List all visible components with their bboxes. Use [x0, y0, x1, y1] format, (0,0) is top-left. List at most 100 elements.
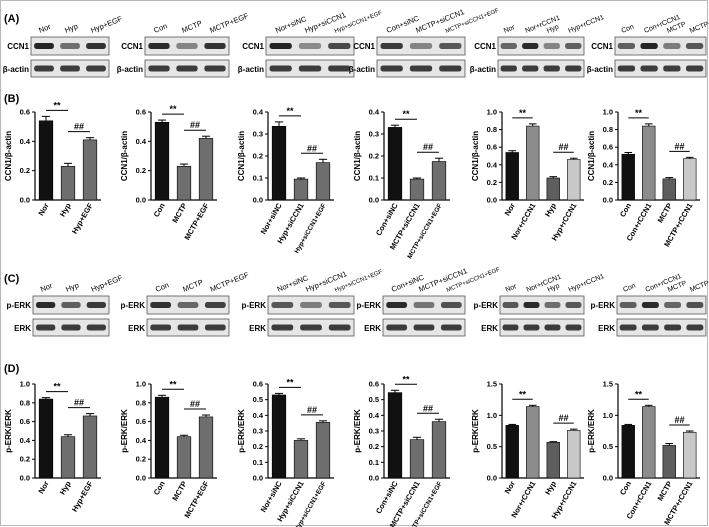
y-axis-label: p-ERK/ERK: [4, 409, 13, 453]
y-tick-label: 0.4: [603, 160, 614, 169]
significance-mark: **: [169, 104, 177, 114]
blot-target-label: CCN1: [591, 42, 613, 51]
bar-chart-b-5: 0.00.20.40.60.81.0CCN1/β-actinNorNor+rCC…: [471, 108, 584, 242]
blot-target-label: p-ERK: [242, 301, 267, 310]
y-tick-label: 0.2: [253, 442, 263, 451]
blot-band: [413, 302, 435, 308]
y-tick-label: 0.0: [487, 474, 497, 483]
y-tick-label: 0.8: [487, 125, 497, 134]
y-tick-label: 0.0: [253, 196, 263, 205]
lane-label: Nor: [505, 283, 519, 294]
blot-band-loading: [204, 324, 226, 331]
blot-band-loading: [34, 65, 54, 72]
blot-loading-label: β-actin: [238, 65, 264, 74]
x-tick-label: Hyp: [543, 201, 558, 218]
bar: [546, 441, 560, 479]
blot-target-label: p-ERK: [121, 301, 146, 310]
blot-band-loading: [500, 65, 517, 72]
x-tick-label: Hyp: [543, 479, 558, 496]
significance-mark: ##: [674, 415, 684, 425]
blot-band-loading: [641, 324, 659, 331]
bar: [154, 396, 170, 479]
blot-band: [409, 43, 433, 49]
blot-strip-target: [376, 36, 466, 56]
significance-mark: ##: [423, 142, 433, 152]
blot-band-loading: [177, 324, 199, 331]
blot-strip-target: [265, 36, 355, 56]
blot-band: [328, 302, 351, 308]
y-tick-label: 1.0: [603, 108, 613, 117]
bar: [567, 430, 581, 479]
bar: [271, 394, 287, 479]
y-tick-label: 0.0: [20, 196, 30, 205]
lane-label: Nor: [503, 24, 517, 35]
blot-band-loading: [523, 324, 540, 331]
bar: [315, 422, 331, 479]
blot-band-loading: [413, 324, 435, 331]
lane-label: Con: [621, 24, 636, 35]
y-tick-label: 0.6: [20, 108, 30, 117]
significance-mark: **: [519, 389, 527, 399]
blot-band-loading: [300, 324, 322, 331]
y-tick-label: 0.0: [253, 474, 263, 483]
blot-band: [176, 43, 198, 49]
y-axis-label: CCN1/β-actin: [353, 131, 362, 181]
blot-loading-label: ERK: [364, 324, 381, 333]
blot-band-loading: [86, 65, 106, 72]
y-tick-label: 0.4: [136, 137, 147, 146]
blot-band: [664, 302, 682, 308]
blot-band-loading: [386, 324, 408, 331]
panel-letter-d: (D): [4, 363, 20, 375]
blot-band-loading: [617, 65, 636, 72]
blot-band: [204, 302, 226, 308]
y-tick-label: 0.0: [136, 196, 146, 205]
blot-band-loading: [686, 324, 704, 331]
y-tick-label: 0.4: [20, 436, 31, 445]
y-tick-label: 1.5: [487, 380, 497, 389]
lane-label: Hyp: [63, 22, 79, 35]
blot-band-loading: [150, 324, 172, 331]
bar-chart-d-4: 0.00.10.20.30.40.50.6p-ERK/ERKCon+siNCMC…: [353, 374, 450, 527]
blot-loading-label: β-actin: [117, 65, 143, 74]
blot-band-loading: [409, 65, 433, 72]
y-tick-label: 0.4: [253, 411, 264, 420]
y-tick-label: 1.0: [603, 411, 613, 420]
blot-band-loading: [663, 65, 681, 72]
y-tick-label: 0.0: [603, 196, 613, 205]
y-tick-label: 1.0: [20, 380, 30, 389]
blot-band: [565, 302, 582, 308]
blot-band-loading: [502, 324, 519, 331]
blot-band: [36, 302, 56, 308]
blot-band: [641, 302, 659, 308]
lane-label: MCTP+EGF: [209, 270, 251, 294]
bar: [431, 161, 447, 201]
y-tick-label: 0.2: [369, 152, 379, 161]
bar: [60, 165, 76, 201]
blot-target-label: CCN1: [474, 42, 496, 51]
panel-letter-c: (C): [4, 273, 20, 285]
blot-strip-target: [499, 295, 585, 315]
blot-band: [663, 43, 681, 49]
y-tick-label: 1.0: [487, 108, 497, 117]
blot-strip-target: [616, 295, 707, 315]
significance-mark: ##: [558, 142, 568, 152]
bar: [546, 177, 560, 201]
lane-label: MCTP+rCCN1: [689, 270, 709, 294]
bar: [198, 138, 214, 201]
bar: [409, 178, 425, 201]
lane-label: Hyp+EGF: [89, 14, 123, 35]
blot-band: [617, 43, 636, 49]
blot-band: [440, 302, 462, 308]
y-axis-label: CCN1/β-actin: [120, 131, 129, 181]
y-tick-label: 0.1: [253, 458, 263, 467]
y-tick-label: 0.5: [369, 395, 379, 404]
y-tick-label: 0.5: [253, 395, 263, 404]
bar: [621, 153, 635, 201]
panel-letters: (A) (B) (C) (D): [4, 13, 20, 375]
blot-band-loading: [440, 324, 462, 331]
blot-band: [619, 302, 637, 308]
y-tick-label: 0.0: [20, 474, 30, 483]
blot-band-loading: [380, 65, 403, 72]
